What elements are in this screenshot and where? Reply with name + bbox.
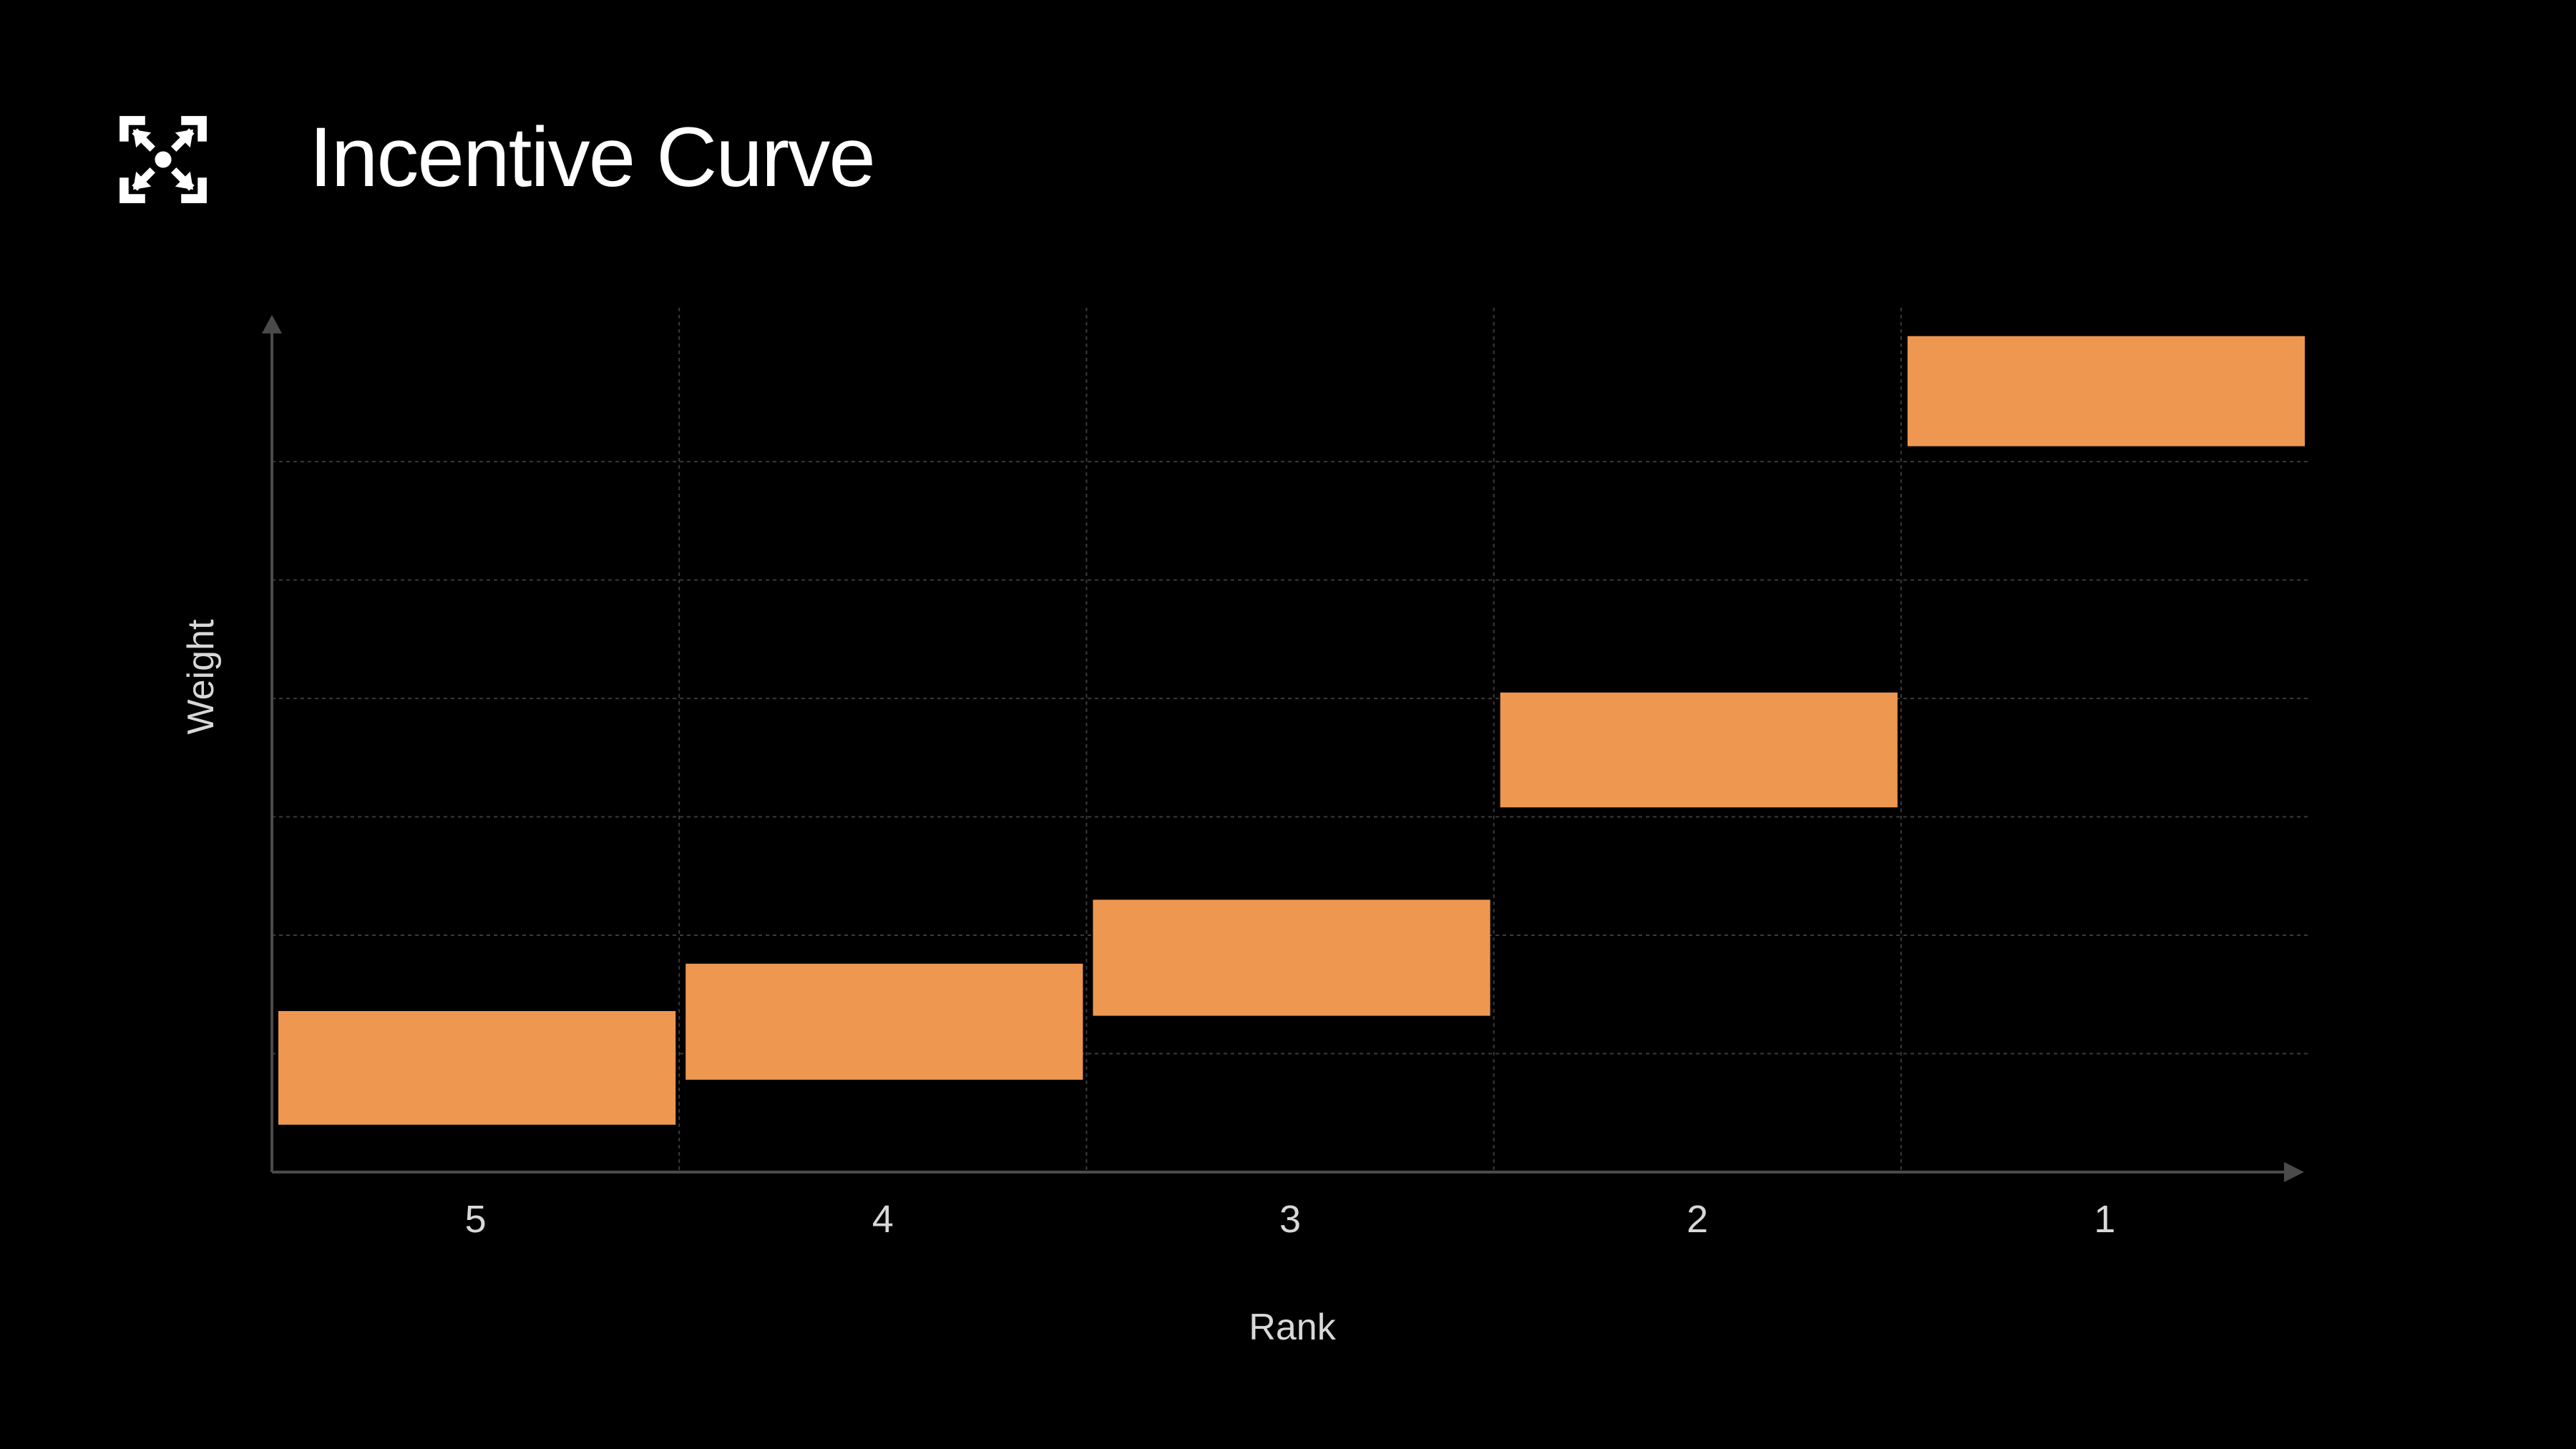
y-axis-arrow bbox=[262, 315, 282, 333]
bars bbox=[278, 336, 2305, 1125]
x-tick-label: 1 bbox=[2094, 1198, 2115, 1241]
x-tick-labels: 5 4 3 2 1 bbox=[465, 1198, 2116, 1241]
bar-rank-1 bbox=[1907, 336, 2305, 447]
bar-rank-3 bbox=[1093, 899, 1491, 1016]
x-tick-label: 3 bbox=[1279, 1198, 1301, 1241]
expand-arrows-icon bbox=[119, 116, 207, 203]
bar-rank-2 bbox=[1500, 692, 1898, 808]
x-axis-arrow bbox=[2284, 1162, 2304, 1182]
y-axis-label: Weight bbox=[180, 619, 222, 734]
bar-rank-4 bbox=[686, 963, 1083, 1080]
x-tick-label: 2 bbox=[1687, 1198, 1708, 1241]
x-tick-label: 5 bbox=[465, 1198, 487, 1241]
page-title: Incentive Curve bbox=[309, 110, 876, 205]
bar-rank-5 bbox=[278, 1010, 676, 1125]
x-tick-label: 4 bbox=[872, 1198, 894, 1241]
x-axis-label: Rank bbox=[1249, 1307, 1336, 1348]
axes bbox=[262, 315, 2304, 1182]
